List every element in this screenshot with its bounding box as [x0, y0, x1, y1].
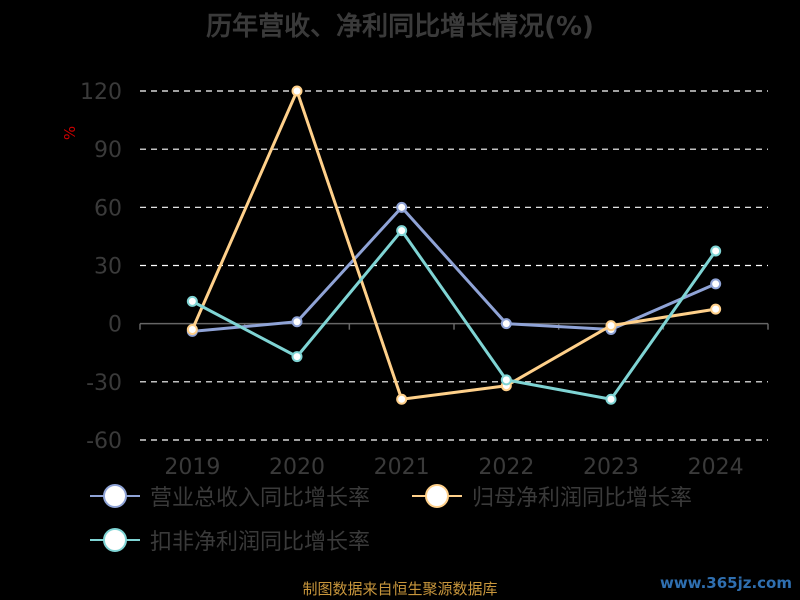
series-line-0 [192, 205, 717, 333]
x-tick-label: 2023 [583, 455, 639, 480]
data-point-1 [396, 393, 408, 405]
data-point-0 [500, 318, 512, 330]
data-point-2 [186, 295, 198, 307]
x-tick-label: 2020 [269, 455, 325, 480]
legend-item-deducted-profit[interactable]: 扣非净利润同比增长率 [90, 524, 370, 556]
data-point-1 [605, 320, 617, 332]
y-tick-label: 0 [108, 313, 122, 338]
legend-item-revenue[interactable]: 营业总收入同比增长率 [90, 480, 370, 512]
y-tick-label: 90 [94, 138, 122, 163]
y-axis-label: % [61, 126, 79, 140]
x-tick-label: 2019 [164, 455, 220, 480]
x-tick-label: 2022 [478, 455, 534, 480]
series-line-2 [191, 229, 717, 401]
watermark-logo: www.365jz.com [659, 574, 792, 592]
y-tick-label: 30 [94, 255, 122, 280]
x-tick-label: 2024 [688, 455, 744, 480]
x-tick-labels: 2019 2020 2021 2022 2023 2024 [164, 455, 743, 480]
data-point-2 [500, 374, 512, 386]
data-point-0 [396, 201, 408, 213]
data-point-1 [186, 323, 198, 335]
data-point-1 [291, 85, 303, 97]
data-point-0 [291, 316, 303, 328]
data-point-2 [710, 245, 722, 257]
legend-item-net-profit[interactable]: 归母净利润同比增长率 [412, 480, 692, 512]
data-source-note: 制图数据来自恒生聚源数据库 [302, 580, 498, 598]
legend-marker-revenue [90, 484, 140, 508]
legend-label-revenue: 营业总收入同比增长率 [150, 486, 371, 511]
series-group [186, 85, 722, 405]
series-line-1 [190, 89, 716, 401]
legend-label-net-profit: 归母净利润同比增长率 [472, 486, 693, 511]
data-point-2 [396, 225, 408, 237]
legend-marker-deducted-profit [90, 528, 140, 552]
y-tick-labels: 120 90 60 30 0 -30 -60 [80, 80, 122, 454]
y-tick-label: -30 [86, 371, 122, 396]
y-tick-label: 120 [80, 80, 122, 105]
legend-marker-net-profit [412, 484, 462, 508]
data-point-2 [291, 351, 303, 363]
chart-title: 历年营收、净利同比增长情况(%) [206, 12, 594, 42]
data-point-0 [710, 278, 722, 290]
x-tick-label: 2021 [374, 455, 430, 480]
y-tick-label: 60 [94, 196, 122, 221]
data-point-2 [605, 393, 617, 405]
y-tick-label: -60 [86, 429, 122, 454]
legend-label-deducted-profit: 扣非净利润同比增长率 [150, 530, 371, 555]
data-point-1 [710, 303, 722, 315]
